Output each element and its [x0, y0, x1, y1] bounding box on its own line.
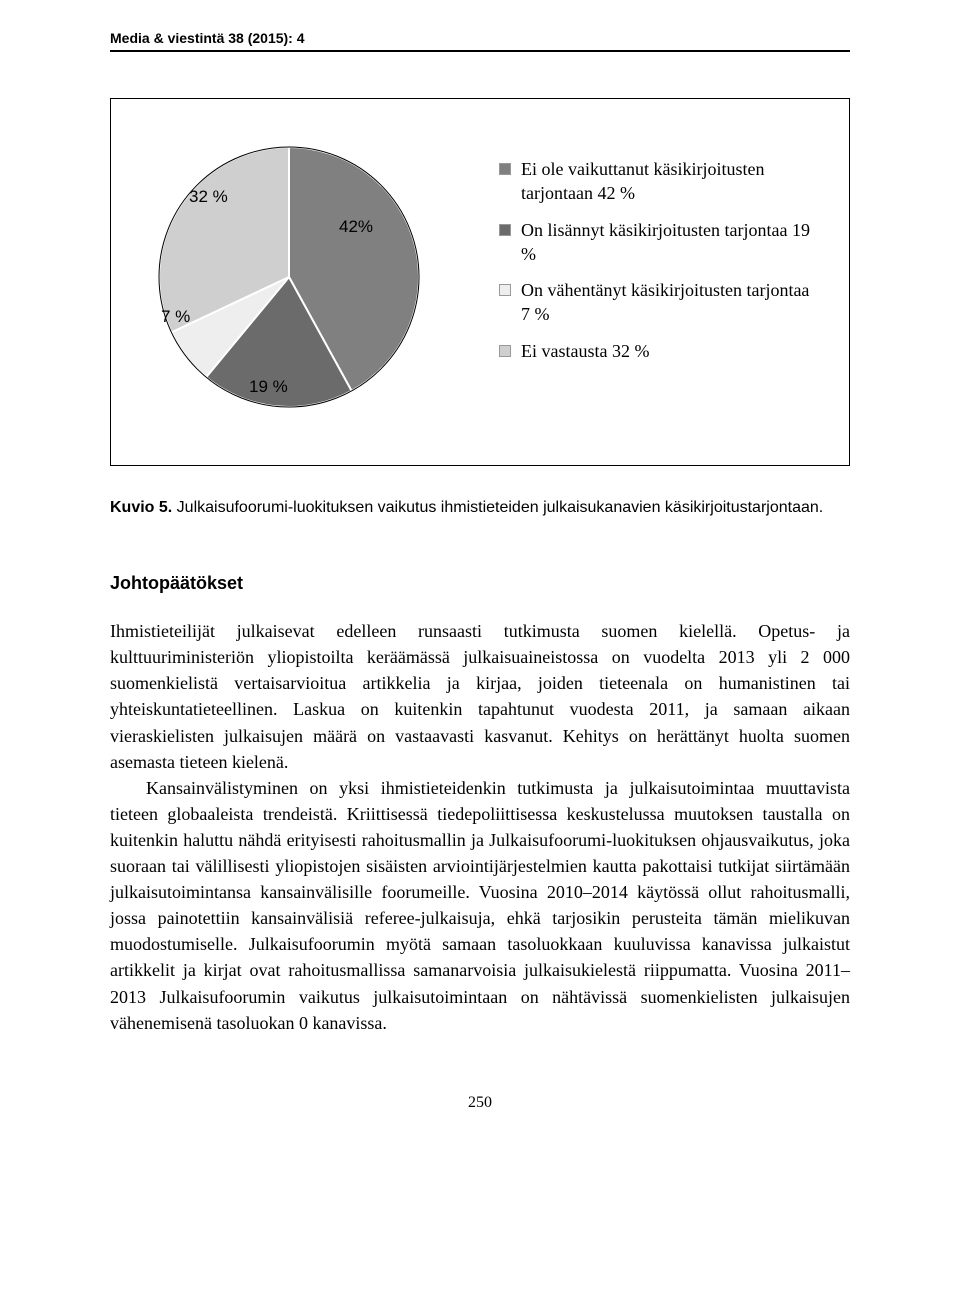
legend-swatch-icon [499, 345, 511, 357]
legend-swatch-icon [499, 163, 511, 175]
slice-label-19: 19 % [249, 377, 288, 397]
legend-swatch-icon [499, 224, 511, 236]
section-heading: Johtopäätökset [110, 573, 850, 594]
slice-label-7: 7 % [161, 307, 190, 327]
figure-container: 32 % 42% 7 % 19 % Ei ole vaikuttanut käs… [110, 98, 850, 466]
legend: Ei ole vaikuttanut käsikirjoitusten tarj… [499, 127, 821, 375]
legend-item: Ei vastausta 32 % [499, 339, 821, 363]
legend-item: On lisännyt käsikirjoitusten tarjontaa 1… [499, 218, 821, 267]
slice-label-32: 32 % [189, 187, 228, 207]
legend-item: On vähentänyt käsikirjoitusten tarjontaa… [499, 278, 821, 327]
body-paragraph: Kansainvälistyminen on yksi ihmistieteid… [110, 775, 850, 1036]
running-head: Media & viestintä 38 (2015): 4 [110, 30, 850, 52]
legend-label: Ei ole vaikuttanut käsikirjoitusten tarj… [521, 157, 821, 206]
page-root: Media & viestintä 38 (2015): 4 32 % 42% … [0, 0, 960, 1152]
legend-label: Ei vastausta 32 % [521, 339, 649, 363]
caption-text: Julkaisufoorumi-luokituksen vaikutus ihm… [172, 499, 823, 516]
body-paragraph: Ihmistieteilijät julkaisevat edelleen ru… [110, 618, 850, 775]
pie-chart: 32 % 42% 7 % 19 % [139, 127, 469, 427]
legend-item: Ei ole vaikuttanut käsikirjoitusten tarj… [499, 157, 821, 206]
center-label-42: 42% [339, 217, 373, 237]
page-number: 250 [110, 1094, 850, 1112]
legend-label: On vähentänyt käsikirjoitusten tarjontaa… [521, 278, 821, 327]
legend-label: On lisännyt käsikirjoitusten tarjontaa 1… [521, 218, 821, 267]
caption-label: Kuvio 5. [110, 499, 172, 516]
legend-swatch-icon [499, 284, 511, 296]
figure-caption: Kuvio 5. Julkaisufoorumi-luokituksen vai… [110, 496, 850, 519]
